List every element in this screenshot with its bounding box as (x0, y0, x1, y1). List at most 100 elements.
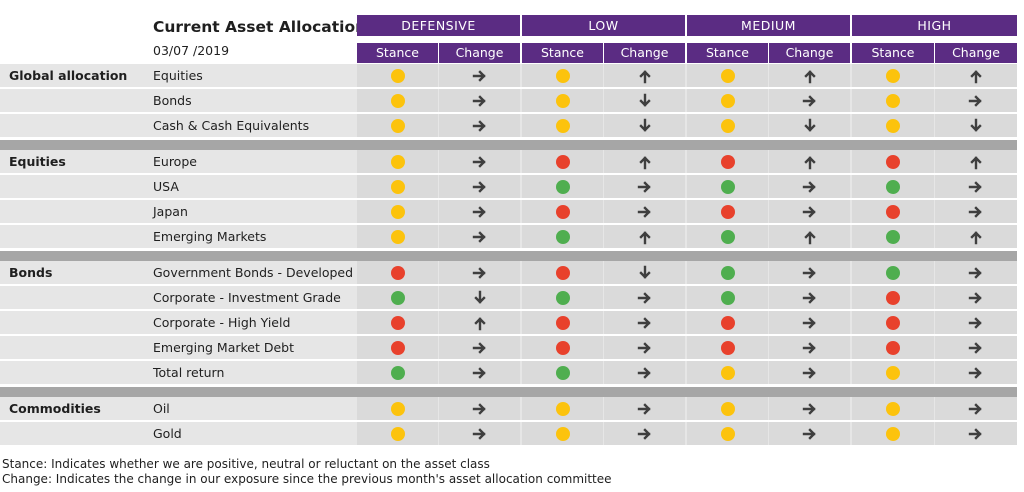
stance-red-dot (390, 316, 405, 330)
change-header: Change (604, 43, 685, 63)
change-arrow-right-icon (637, 365, 653, 381)
change-header: Change (439, 43, 520, 63)
stance-green-dot (555, 180, 570, 194)
change-arrow-right-icon (637, 179, 653, 195)
stance-yellow-dot (886, 366, 900, 380)
change-arrow-right-icon (472, 68, 488, 84)
stance-red-dot (390, 341, 405, 355)
change-arrow-down-icon (802, 118, 818, 134)
stance-green-dot (390, 291, 405, 305)
change-arrow-right-icon (472, 401, 488, 417)
change-arrow-down-icon (472, 290, 488, 306)
change-arrow-right-icon (802, 93, 818, 109)
stance-red-dot (886, 341, 900, 355)
change-arrow-right-icon (802, 290, 818, 306)
group-header-high: HIGH (852, 15, 1017, 36)
asset-label: Total return (153, 365, 225, 380)
section-label: Commodities (9, 401, 101, 416)
stance-yellow-dot (720, 69, 735, 83)
stance-red-dot (720, 341, 735, 355)
stance-yellow-dot (555, 402, 570, 416)
stance-yellow-dot (886, 402, 900, 416)
section-label: Equities (9, 154, 66, 169)
asset-label: Corporate - Investment Grade (153, 290, 341, 305)
section-label: Global allocation (9, 68, 128, 83)
change-arrow-right-icon (968, 365, 984, 381)
stance-green-dot (720, 266, 735, 280)
stance-green-dot (886, 266, 900, 280)
stance-red-dot (720, 155, 735, 169)
change-arrow-right-icon (968, 93, 984, 109)
change-arrow-up-icon (637, 154, 653, 170)
change-arrow-right-icon (968, 179, 984, 195)
change-arrow-right-icon (472, 229, 488, 245)
change-header: Change (769, 43, 850, 63)
asset-label: Emerging Markets (153, 229, 267, 244)
stance-red-dot (720, 205, 735, 219)
change-arrow-right-icon (802, 365, 818, 381)
stance-yellow-dot (720, 427, 735, 441)
stance-yellow-dot (886, 427, 900, 441)
asset-label: Bonds (153, 93, 192, 108)
change-arrow-right-icon (637, 426, 653, 442)
change-arrow-right-icon (802, 340, 818, 356)
stance-green-dot (555, 291, 570, 305)
stance-yellow-dot (390, 69, 405, 83)
stance-red-dot (886, 291, 900, 305)
stance-red-dot (886, 205, 900, 219)
stance-green-dot (555, 366, 570, 380)
change-arrow-right-icon (802, 426, 818, 442)
change-arrow-up-icon (968, 154, 984, 170)
section-separator (0, 251, 1017, 261)
change-arrow-right-icon (472, 365, 488, 381)
change-arrow-right-icon (968, 290, 984, 306)
stance-red-dot (390, 266, 405, 280)
change-arrow-right-icon (637, 340, 653, 356)
change-arrow-right-icon (472, 118, 488, 134)
stance-red-dot (720, 316, 735, 330)
stance-green-dot (555, 230, 570, 244)
stance-yellow-dot (390, 427, 405, 441)
stance-red-dot (555, 205, 570, 219)
change-arrow-right-icon (968, 340, 984, 356)
change-arrow-up-icon (637, 68, 653, 84)
change-arrow-right-icon (968, 401, 984, 417)
change-arrow-right-icon (637, 401, 653, 417)
stance-green-dot (720, 230, 735, 244)
stance-header: Stance (687, 43, 768, 63)
section-label: Bonds (9, 265, 53, 280)
stance-yellow-dot (555, 69, 570, 83)
change-arrow-right-icon (637, 315, 653, 331)
stance-yellow-dot (390, 230, 405, 244)
stance-red-dot (886, 316, 900, 330)
change-arrow-up-icon (802, 68, 818, 84)
change-arrow-right-icon (472, 426, 488, 442)
change-arrow-down-icon (637, 93, 653, 109)
asset-label: USA (153, 179, 179, 194)
group-header-defensive: DEFENSIVE (357, 15, 520, 36)
change-arrow-down-icon (637, 118, 653, 134)
stance-red-dot (555, 316, 570, 330)
change-arrow-right-icon (472, 340, 488, 356)
stance-red-dot (555, 155, 570, 169)
change-arrow-right-icon (472, 265, 488, 281)
section-separator (0, 140, 1017, 150)
change-arrow-up-icon (472, 315, 488, 331)
asset-label: Government Bonds - Developed (153, 265, 354, 280)
stance-green-dot (886, 180, 900, 194)
section-separator (0, 387, 1017, 397)
change-arrow-down-icon (968, 118, 984, 134)
asset-label: Europe (153, 154, 197, 169)
change-arrow-right-icon (802, 401, 818, 417)
change-arrow-right-icon (968, 204, 984, 220)
stance-red-dot (555, 266, 570, 280)
group-header-low: LOW (522, 15, 685, 36)
change-arrow-up-icon (802, 229, 818, 245)
asset-label: Equities (153, 68, 203, 83)
change-arrow-down-icon (637, 265, 653, 281)
change-arrow-right-icon (637, 204, 653, 220)
change-header: Change (935, 43, 1017, 63)
stance-footnote: Stance: Indicates whether we are positiv… (2, 457, 490, 471)
change-arrow-right-icon (472, 93, 488, 109)
stance-header: Stance (522, 43, 603, 63)
